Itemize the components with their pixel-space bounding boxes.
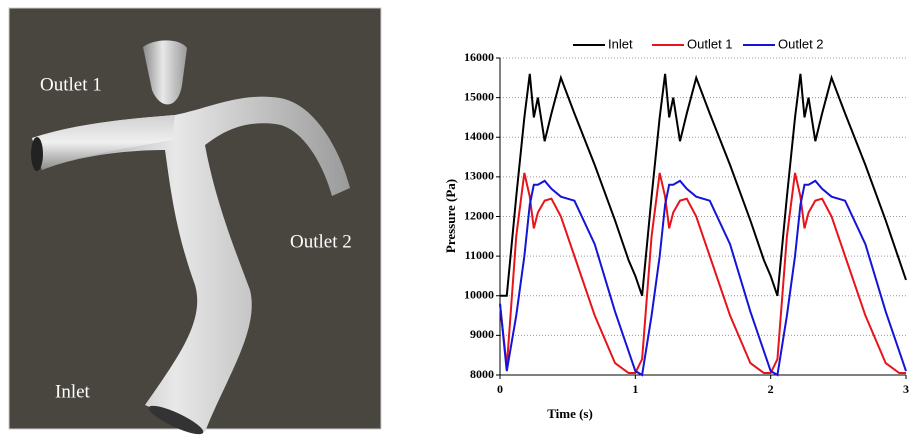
y-tick-label: 16000	[464, 50, 494, 64]
inlet-label: Inlet	[55, 381, 91, 402]
y-tick-label: 10000	[464, 288, 494, 302]
y-tick-label: 8000	[470, 367, 494, 381]
y-tick-label: 15000	[464, 89, 494, 103]
x-tick-label: 3	[903, 382, 909, 396]
outlet-1-label: Outlet 1	[40, 74, 102, 95]
y-tick-label: 11000	[465, 248, 494, 262]
plot: 8000 9000 10000 11000 12000 13000 14000 15000 16…	[464, 36, 909, 395]
series-line	[499, 179, 907, 377]
x-tick-label: 2	[768, 382, 774, 396]
y-tick-label: 13000	[464, 169, 494, 183]
x-tick-label: 1	[632, 382, 638, 396]
x-axis-title: Time (s)	[547, 406, 593, 421]
series-line	[499, 172, 906, 375]
y-tick-label: 9000	[470, 327, 494, 341]
y-axis-title: Pressure (Pa)	[443, 179, 458, 253]
legend-label: Inlet	[608, 36, 633, 51]
legend-label: Outlet 2	[778, 36, 824, 51]
y-tick-label: 14000	[464, 129, 494, 143]
x-tick-label: 0	[497, 382, 503, 396]
vessel-render	[31, 40, 350, 435]
outlet-2-label: Outlet 2	[290, 231, 352, 252]
legend-label: Outlet 1	[687, 36, 733, 51]
y-tick-label: 12000	[464, 208, 494, 222]
series-line	[500, 73, 907, 297]
